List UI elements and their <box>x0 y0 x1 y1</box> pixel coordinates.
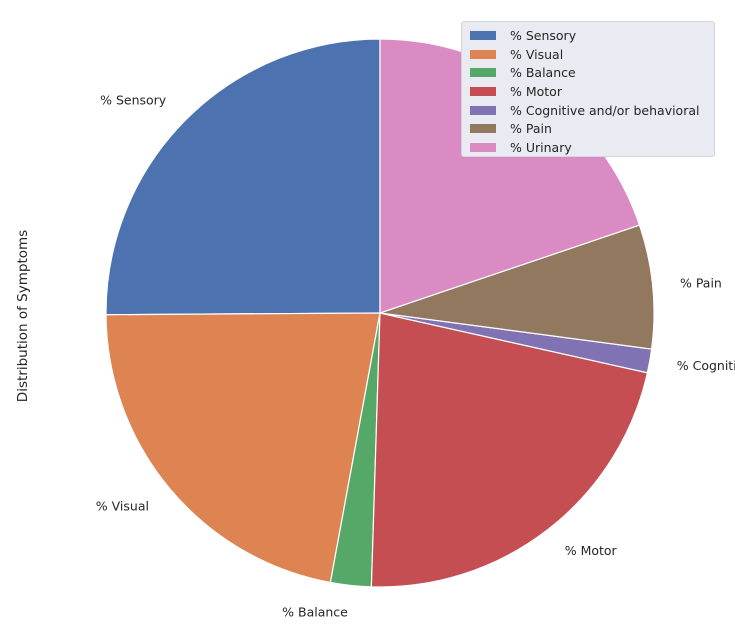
pie-label-visual: % Visual <box>96 499 149 514</box>
legend-swatch <box>470 124 496 134</box>
pie-slice-sensory <box>105 38 381 316</box>
legend-label: % Cognitive and/or behavioral <box>510 102 700 118</box>
pie-label-motor: % Motor <box>565 543 618 558</box>
legend-label: % Balance <box>510 65 576 81</box>
pie-label-sensory: % Sensory <box>100 93 167 108</box>
legend-label: % Motor <box>510 83 562 99</box>
legend-item-motor: % Motor <box>470 82 714 101</box>
legend-item-pain: % Pain <box>470 119 714 138</box>
legend-swatch <box>470 30 496 40</box>
pie-slice-pain <box>379 224 655 350</box>
pie-label-cognitive-and-or-behavioral: % Cognitive and/or behavioral <box>677 358 735 373</box>
legend-label: % Urinary <box>510 139 572 155</box>
legend-item-sensory: % Sensory <box>470 26 714 45</box>
legend-label: % Visual <box>510 46 564 62</box>
legend-label: % Pain <box>510 121 552 137</box>
pie-slices <box>105 38 655 588</box>
legend-swatch <box>470 105 496 115</box>
legend: % Sensory % Visual % Balance % Motor % Cogni… <box>461 21 715 157</box>
pie-slice-visual <box>105 312 381 584</box>
legend-label: % Sensory <box>510 27 577 43</box>
y-axis-label: Distribution of Symptoms <box>15 230 31 402</box>
pie-label-balance: % Balance <box>282 605 348 620</box>
legend-item-urinary: % Urinary <box>470 138 714 157</box>
pie-slice-motor <box>370 312 649 588</box>
legend-swatch <box>470 68 496 78</box>
legend-item-visual: % Visual <box>470 45 714 64</box>
legend-item-balance: % Balance <box>470 63 714 82</box>
legend-swatch <box>470 49 496 59</box>
legend-item-cognitive-and-or-behavioral: % Cognitive and/or behavioral <box>470 101 714 120</box>
legend-swatch <box>470 86 496 96</box>
pie-label-pain: % Pain <box>680 276 722 291</box>
legend-swatch <box>470 142 496 152</box>
